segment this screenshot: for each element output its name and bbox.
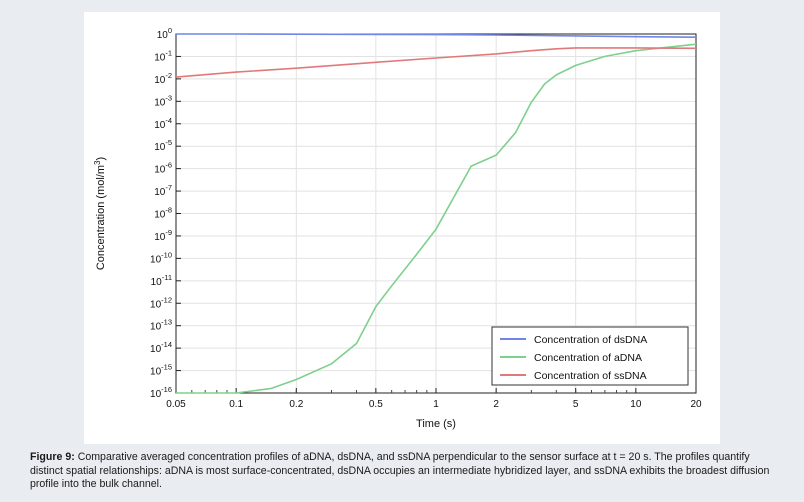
caption-label: Figure 9: (30, 451, 75, 463)
caption-text: Comparative averaged concentration profi… (30, 451, 770, 491)
x-tick-label: 0.5 (369, 399, 383, 410)
series-line (175, 47, 697, 78)
y-tick-label: 10-4 (154, 116, 172, 131)
y-tick-label: 10-12 (150, 295, 172, 310)
x-axis-label: Time (s) (416, 418, 456, 430)
y-tick-label: 10-7 (154, 183, 172, 198)
y-axis-label: Concentration (mol/m3) (93, 157, 108, 270)
x-tick-label: 2 (493, 399, 499, 410)
y-tick-label: 10-6 (154, 161, 172, 176)
figure-panel: 0.05 0.1 0.2 0.5 1 2 5 10 20 100 10-1 10-2 10-3 10-4 1… (84, 12, 720, 444)
x-tick-label: 0.2 (289, 399, 303, 410)
x-tick-label: 0.05 (166, 399, 186, 410)
y-tick-label: 10-9 (154, 228, 172, 243)
concentration-chart: 0.05 0.1 0.2 0.5 1 2 5 10 20 100 10-1 10-2 10-3 10-4 1… (93, 26, 702, 430)
legend-entry: Concentration of dsDNA (534, 334, 647, 346)
y-tick-label: 10-10 (150, 250, 172, 265)
y-tick-label: 10-8 (154, 206, 172, 221)
series-line (176, 43, 697, 394)
figure-caption: Figure 9: Comparative averaged concentra… (30, 451, 782, 492)
x-tick-label: 1 (433, 399, 439, 410)
x-tick-label: 20 (690, 399, 702, 410)
y-tick-label: 10-14 (150, 340, 172, 355)
y-tick-label: 10-13 (150, 318, 172, 333)
series-line (176, 33, 697, 38)
y-tick-label: 10-5 (154, 138, 172, 153)
y-tick-label: 10-1 (154, 48, 172, 63)
y-tick-label: 10-2 (154, 71, 172, 86)
x-tick-label: 5 (573, 399, 579, 410)
y-tick-label: 100 (157, 26, 172, 41)
y-tick-label: 10-15 (150, 363, 172, 378)
y-tick-label: 10-3 (154, 93, 172, 108)
x-tick-label: 0.1 (229, 399, 243, 410)
y-tick-label: 10-11 (151, 273, 172, 288)
legend-entry: Concentration of aDNA (534, 352, 642, 364)
x-tick-label: 10 (630, 399, 642, 410)
y-tick-label: 10-16 (150, 385, 172, 400)
legend-entry: Concentration of ssDNA (534, 370, 647, 382)
